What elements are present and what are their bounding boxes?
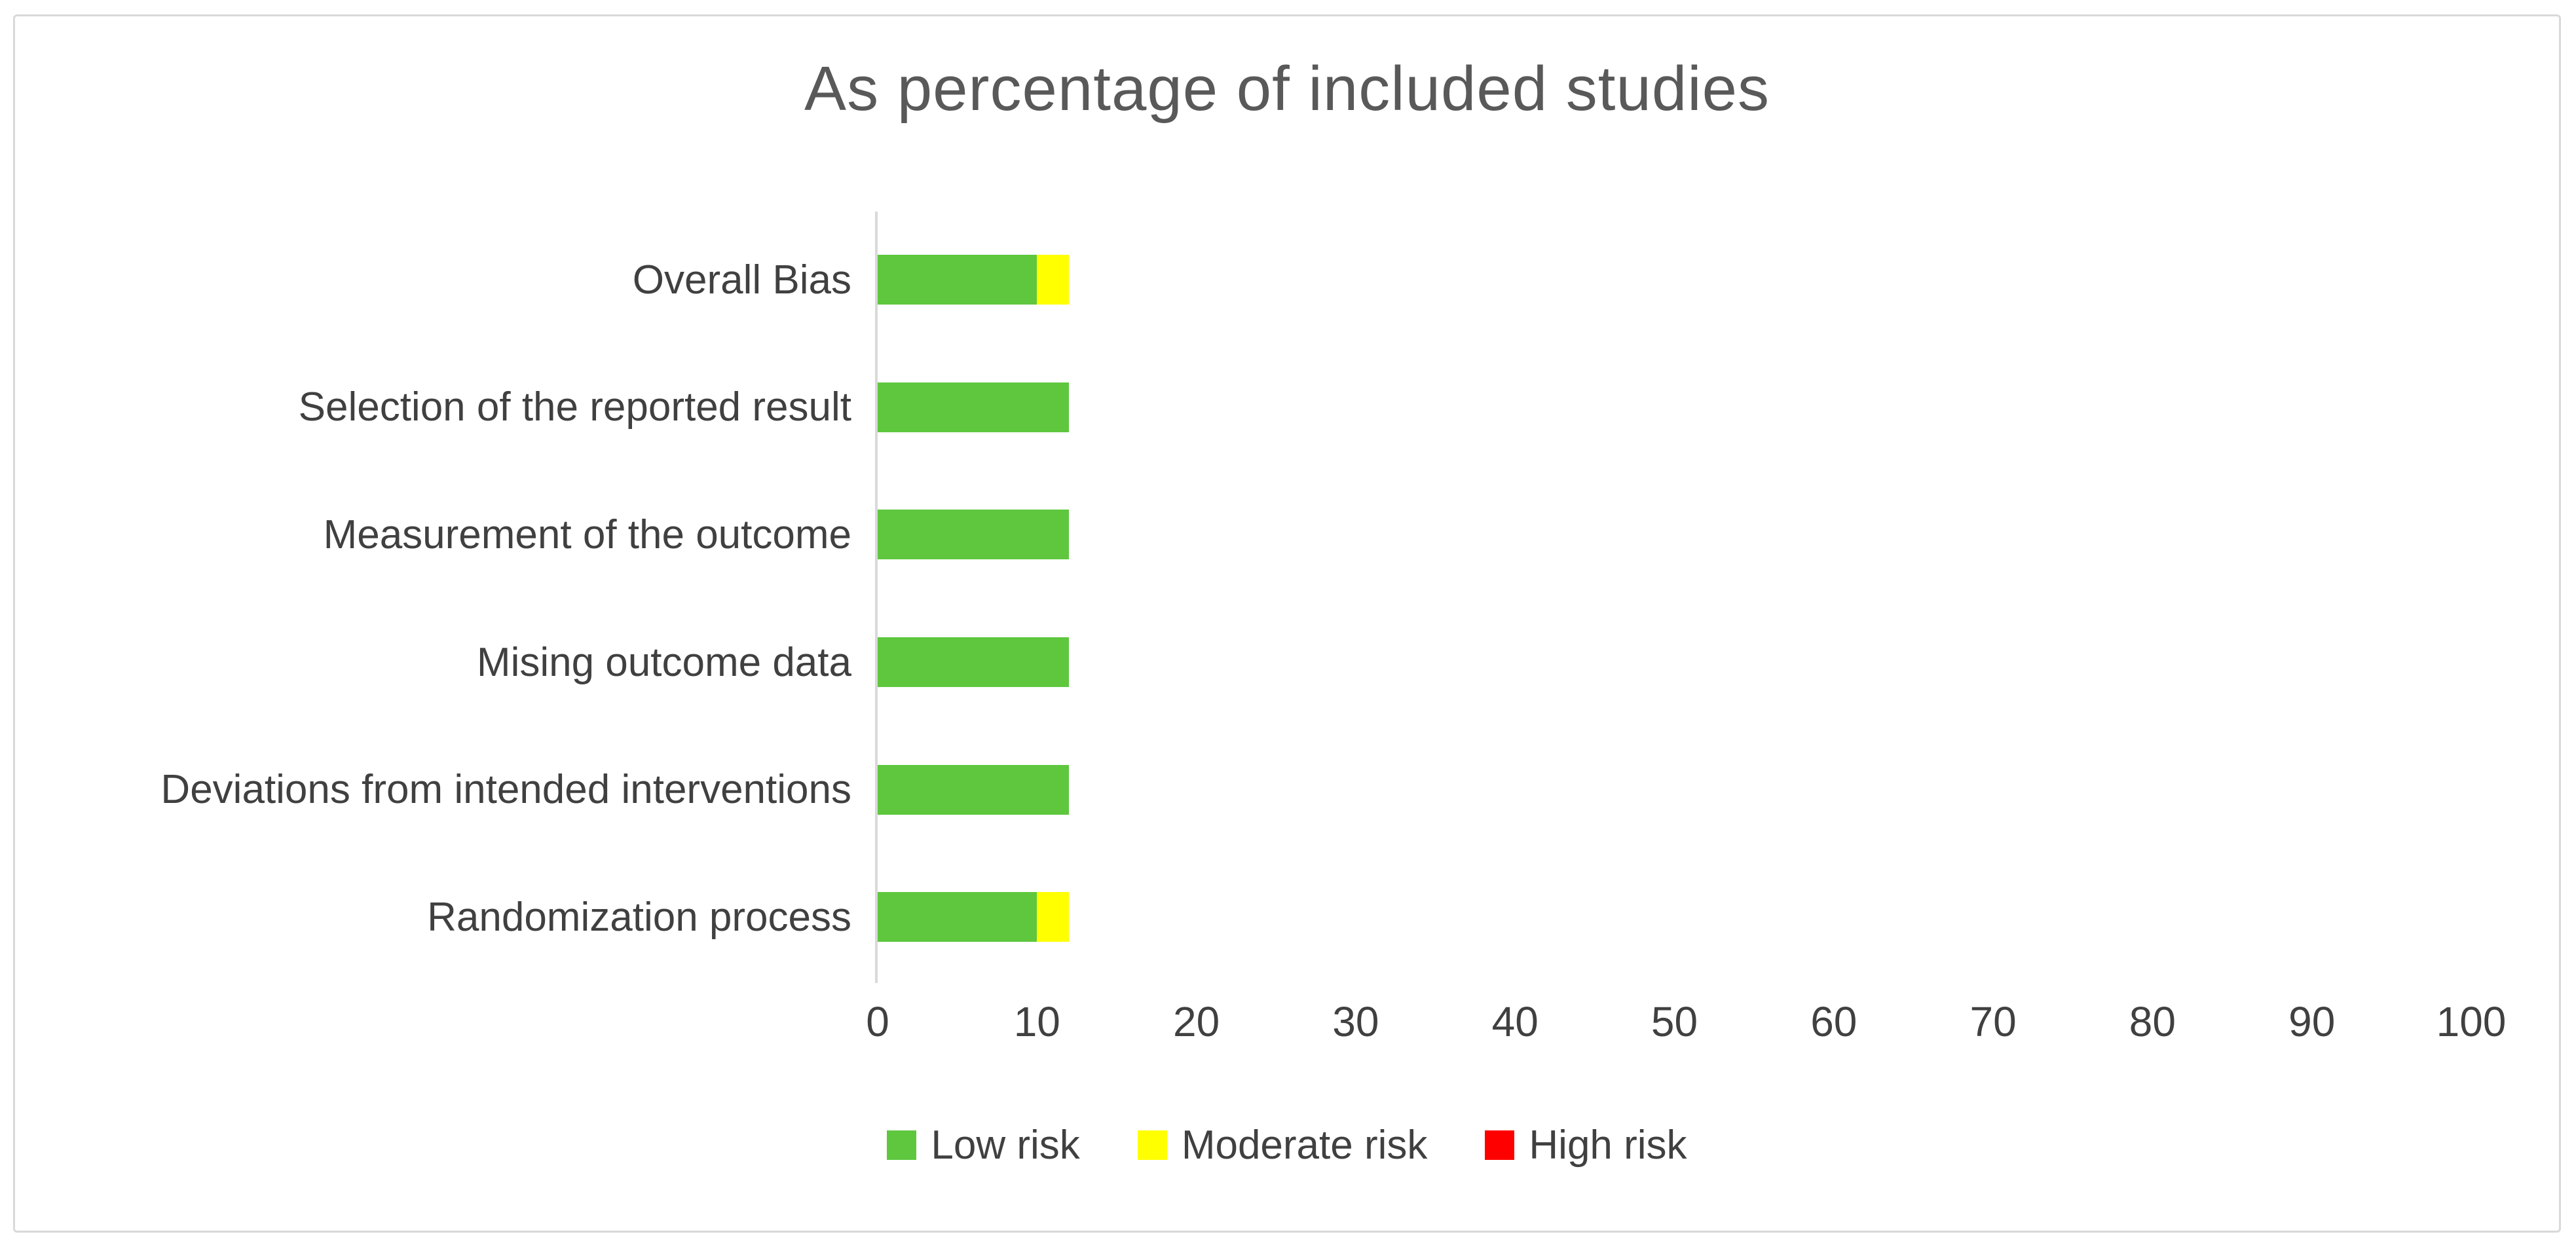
legend-swatch-high-risk (1485, 1130, 1515, 1160)
bar-segment-low-risk-randomization-process (878, 892, 1037, 942)
x-tick-label-20: 20 (1173, 998, 1220, 1045)
x-tick-label-80: 80 (2129, 998, 2176, 1045)
legend: Low risk Moderate risk High risk (15, 1122, 2559, 1168)
x-tick-label-50: 50 (1651, 998, 1698, 1045)
bar-row-measurement-of-the-outcome: Measurement of the outcome (15, 471, 2471, 599)
category-label-mising-outcome-data: Mising outcome data (476, 639, 851, 685)
bar-track-selection-of-the-reported-result (878, 382, 2471, 432)
x-tick-label-100: 100 (2436, 998, 2507, 1045)
bar-row-overall-bias: Overall Bias (15, 216, 2471, 344)
chart-canvas: As percentage of included studies Overal… (13, 14, 2561, 1233)
x-tick-label-90: 90 (2288, 998, 2336, 1045)
legend-item-low-risk: Low risk (887, 1122, 1080, 1168)
bar-row-selection-of-the-reported-result: Selection of the reported result (15, 344, 2471, 472)
legend-swatch-low-risk (887, 1130, 917, 1160)
bar-segment-low-risk-mising-outcome-data (878, 637, 1069, 688)
x-tick-label-30: 30 (1332, 998, 1379, 1045)
x-tick-label-60: 60 (1810, 998, 1857, 1045)
x-tick-label-70: 70 (1969, 998, 2017, 1045)
x-tick-label-0: 0 (866, 998, 889, 1045)
bar-track-overall-bias (878, 255, 2471, 305)
bar-segment-low-risk-deviations-from-intended-interventions (878, 764, 1069, 815)
category-label-overall-bias: Overall Bias (632, 257, 851, 303)
bar-segment-low-risk-selection-of-the-reported-result (878, 382, 1069, 432)
x-tick-label-40: 40 (1491, 998, 1539, 1045)
category-label-measurement-of-the-outcome: Measurement of the outcome (323, 512, 851, 557)
chart-title: As percentage of included studies (804, 54, 1770, 124)
bar-segment-low-risk-overall-bias (878, 255, 1037, 305)
x-axis-tick-labels: 0 10 20 30 40 50 60 70 80 90 100 (15, 997, 2559, 1050)
x-tick-label-10: 10 (1013, 998, 1060, 1045)
bar-rows: Overall Bias Selection of the reported re… (15, 216, 2471, 981)
legend-item-moderate-risk: Moderate risk (1137, 1122, 1428, 1168)
bar-row-randomization-process: Randomization process (15, 853, 2471, 981)
legend-item-high-risk: High risk (1485, 1122, 1687, 1168)
category-label-deviations-from-intended-interventions: Deviations from intended interventions (160, 767, 851, 813)
legend-label-high-risk: High risk (1529, 1123, 1687, 1168)
category-label-randomization-process: Randomization process (427, 894, 851, 940)
legend-label-moderate-risk: Moderate risk (1181, 1123, 1428, 1168)
bar-segment-moderate-risk-randomization-process (1037, 892, 1069, 942)
bar-track-measurement-of-the-outcome (878, 510, 2471, 560)
y-axis-line (875, 212, 878, 983)
bar-track-deviations-from-intended-interventions (878, 764, 2471, 815)
bar-row-mising-outcome-data: Mising outcome data (15, 599, 2471, 726)
bar-track-randomization-process (878, 892, 2471, 942)
legend-swatch-moderate-risk (1137, 1130, 1167, 1160)
bar-row-deviations-from-intended-interventions: Deviations from intended interventions (15, 726, 2471, 853)
legend-label-low-risk: Low risk (931, 1123, 1080, 1168)
plot-area: Overall Bias Selection of the reported re… (15, 16, 2559, 1231)
bar-segment-moderate-risk-overall-bias (1037, 255, 1069, 305)
bar-track-mising-outcome-data (878, 637, 2471, 688)
category-label-selection-of-the-reported-result: Selection of the reported result (298, 384, 851, 430)
bar-segment-low-risk-measurement-of-the-outcome (878, 510, 1069, 560)
